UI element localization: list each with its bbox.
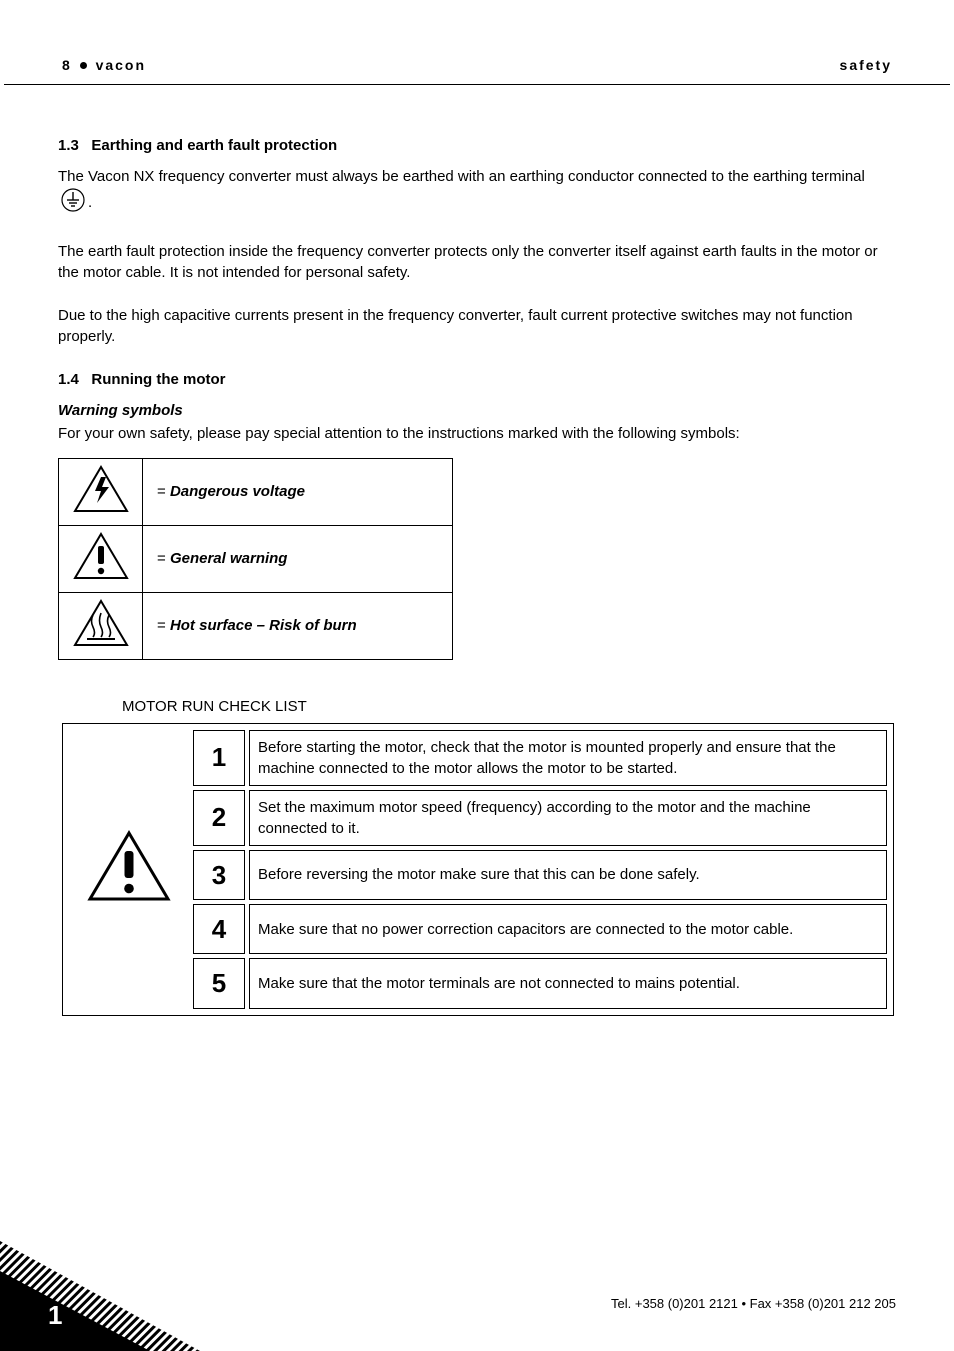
sec14-intro: For your own safety, please pay special … bbox=[58, 423, 896, 444]
hot-surface-triangle-icon bbox=[73, 599, 129, 647]
checklist-num-1: 1 bbox=[193, 730, 245, 786]
corner-chapter-number: 1 bbox=[48, 1297, 62, 1333]
checklist-text-3: Before reversing the motor make sure tha… bbox=[249, 850, 887, 900]
symbol-desc-1: = Dangerous voltage bbox=[143, 458, 453, 525]
earth-icon bbox=[60, 187, 86, 219]
prefix: = bbox=[157, 483, 170, 500]
motor-run-checklist-table: 1 Before starting the motor, check that … bbox=[62, 723, 894, 1016]
prefix: = bbox=[157, 550, 170, 567]
label: General warning bbox=[170, 550, 288, 567]
label: Dangerous voltage bbox=[170, 483, 305, 500]
general-warning-icon-cell bbox=[59, 525, 143, 592]
sec13-para2: The earth fault protection inside the fr… bbox=[58, 241, 896, 283]
checklist-text-4: Make sure that no power correction capac… bbox=[249, 904, 887, 954]
brand-text: vacon bbox=[96, 57, 146, 73]
checklist-text-1: Before starting the motor, check that th… bbox=[249, 730, 887, 786]
warning-symbols-subhead: Warning symbols bbox=[58, 400, 896, 421]
header-left: 8 vacon bbox=[62, 56, 146, 76]
checklist-text-5: Make sure that the motor terminals are n… bbox=[249, 958, 887, 1008]
exclamation-triangle-icon bbox=[73, 532, 129, 580]
checklist-num-4: 4 bbox=[193, 904, 245, 954]
document-body: 1.3 Earthing and earth fault protection … bbox=[0, 85, 954, 1016]
section-1-4-heading: 1.4 Running the motor bbox=[58, 369, 896, 390]
page-header: 8 vacon safety bbox=[4, 0, 950, 85]
heading-number: 1.4 bbox=[58, 371, 79, 388]
dangerous-voltage-icon-cell bbox=[59, 458, 143, 525]
hot-surface-icon-cell bbox=[59, 592, 143, 659]
checklist-title: MOTOR RUN CHECK LIST bbox=[122, 696, 896, 717]
page-number: 8 bbox=[62, 57, 71, 73]
heading-number: 1.3 bbox=[58, 137, 79, 154]
corner-badge-icon bbox=[0, 1241, 200, 1351]
symbol-desc-3: = Hot surface – Risk of burn bbox=[143, 592, 453, 659]
checklist-num-3: 3 bbox=[193, 850, 245, 900]
footer-contact: Tel. +358 (0)201 2121 • Fax +358 (0)201 … bbox=[611, 1295, 896, 1313]
para-text-a: The Vacon NX frequency converter must al… bbox=[58, 168, 865, 185]
checklist-num-5: 5 bbox=[193, 958, 245, 1008]
checklist-num-2: 2 bbox=[193, 790, 245, 846]
warning-symbol-table: = Dangerous voltage = General warning bbox=[58, 458, 453, 660]
sec13-para1: The Vacon NX frequency converter must al… bbox=[58, 166, 896, 219]
label: Hot surface – Risk of burn bbox=[170, 617, 357, 634]
checklist-text-2: Set the maximum motor speed (frequency) … bbox=[249, 790, 887, 846]
checklist-warning-icon-cell bbox=[69, 730, 189, 1009]
heading-text: Running the motor bbox=[91, 371, 225, 388]
para-text-b: . bbox=[88, 194, 92, 211]
sec13-para3: Due to the high capacitive currents pres… bbox=[58, 305, 896, 347]
header-section: safety bbox=[840, 56, 892, 76]
prefix: = bbox=[157, 617, 170, 634]
symbol-desc-2: = General warning bbox=[143, 525, 453, 592]
lightning-triangle-icon bbox=[73, 465, 129, 513]
exclamation-triangle-icon bbox=[87, 830, 171, 902]
bullet-icon bbox=[80, 62, 87, 69]
heading-text: Earthing and earth fault protection bbox=[91, 137, 337, 154]
section-1-3-heading: 1.3 Earthing and earth fault protection bbox=[58, 135, 896, 156]
